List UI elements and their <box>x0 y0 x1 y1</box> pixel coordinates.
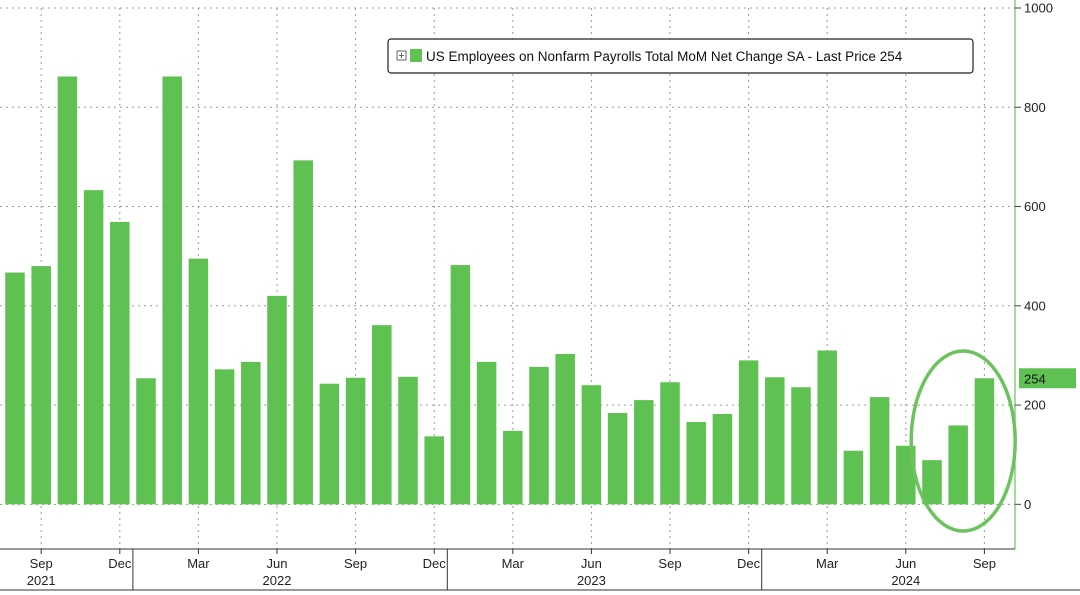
bar-2022-12 <box>424 436 444 505</box>
bar-layer <box>5 76 995 505</box>
y-tick-label-1000: 1000 <box>1024 1 1053 16</box>
bar-2021-12 <box>110 221 130 505</box>
bar-2024-01 <box>765 377 785 505</box>
year-label-2021: 2021 <box>27 573 56 588</box>
x-tick-label-22: Jun <box>581 556 602 571</box>
bar-2023-06 <box>581 385 602 505</box>
x-tick-label-7: Mar <box>187 556 210 571</box>
bar-2022-11 <box>398 376 418 505</box>
x-tick-label-13: Sep <box>344 556 367 571</box>
y-tick-label-400: 400 <box>1024 298 1046 313</box>
y-tick-label-600: 600 <box>1024 199 1046 214</box>
x-tick-label-28: Dec <box>737 556 761 571</box>
bar-2024-05 <box>869 397 890 505</box>
bar-2023-08 <box>634 400 654 505</box>
last-price-tag <box>1019 368 1076 389</box>
last-price-marker: 254 <box>1019 368 1076 389</box>
bar-2023-03 <box>503 430 523 505</box>
year-label-2022: 2022 <box>263 573 292 588</box>
bar-2022-08 <box>319 383 340 505</box>
bar-2023-09 <box>660 382 680 505</box>
bar-2022-06 <box>267 295 287 505</box>
bar-2024-07 <box>922 460 942 505</box>
bar-2022-04 <box>214 369 235 505</box>
year-label-2023: 2023 <box>577 573 606 588</box>
bar-2021-10 <box>57 76 78 505</box>
x-tick-label-34: Jun <box>895 556 916 571</box>
y-tick-label-0: 0 <box>1024 497 1031 512</box>
legend-swatch <box>410 49 422 62</box>
bar-2022-05 <box>241 361 261 505</box>
x-tick-label-16: Dec <box>423 556 447 571</box>
last-price-label: 254 <box>1024 371 1046 386</box>
bar-2022-10 <box>372 325 392 505</box>
bar-2021-09 <box>31 266 51 505</box>
legend-box <box>387 38 974 74</box>
bar-2023-01 <box>450 265 471 505</box>
bar-2024-08 <box>948 425 968 505</box>
bar-2024-09 <box>974 378 995 505</box>
bar-2023-02 <box>476 361 497 505</box>
x-tick-label-37: Sep <box>973 556 996 571</box>
bar-2023-04 <box>529 366 549 505</box>
y-tick-label-200: 200 <box>1024 398 1046 413</box>
bar-2022-03 <box>188 258 209 505</box>
bar-2023-05 <box>555 353 575 505</box>
bar-2024-02 <box>791 387 811 505</box>
legend-text: US Employees on Nonfarm Payrolls Total M… <box>426 49 903 64</box>
x-tick-label-1: Sep <box>30 556 53 571</box>
legend: US Employees on Nonfarm Payrolls Total M… <box>387 38 974 74</box>
bar-2023-07 <box>607 413 628 505</box>
bar-2023-12 <box>738 360 759 505</box>
bar-2022-01 <box>136 378 156 505</box>
x-tick-label-10: Jun <box>267 556 288 571</box>
bar-2023-10 <box>686 421 706 505</box>
bar-2022-02 <box>162 76 182 505</box>
bar-2024-04 <box>843 450 864 505</box>
annotation-layer <box>909 349 1017 533</box>
bar-2024-03 <box>817 350 837 505</box>
highlight-ellipse <box>909 349 1017 533</box>
x-tick-label-31: Mar <box>816 556 839 571</box>
bar-2023-11 <box>712 413 733 505</box>
y-tick-label-800: 800 <box>1024 100 1046 115</box>
bar-2022-09 <box>345 377 366 505</box>
year-label-2024: 2024 <box>891 573 920 588</box>
x-tick-label-25: Sep <box>658 556 681 571</box>
x-tick-label-19: Mar <box>502 556 525 571</box>
x-tick-label-4: Dec <box>108 556 132 571</box>
bar-2021-11 <box>83 190 104 505</box>
bar-2021-08 <box>5 272 25 505</box>
bar-2022-07 <box>293 160 313 505</box>
